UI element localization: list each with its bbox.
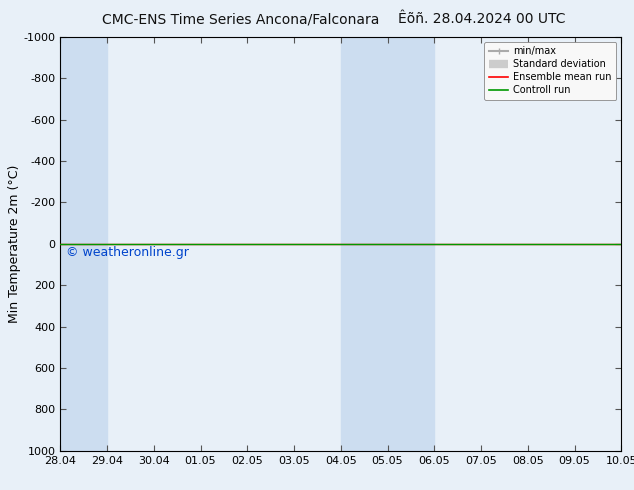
Text: © weatheronline.gr: © weatheronline.gr (66, 246, 189, 259)
Text: Êõñ. 28.04.2024 00 UTC: Êõñ. 28.04.2024 00 UTC (398, 12, 566, 26)
Bar (387, 37, 434, 451)
Bar (341, 37, 387, 451)
Y-axis label: Min Temperature 2m (°C): Min Temperature 2m (°C) (8, 165, 20, 323)
Text: CMC-ENS Time Series Ancona/Falconara: CMC-ENS Time Series Ancona/Falconara (102, 12, 380, 26)
Bar (60, 37, 107, 451)
Legend: min/max, Standard deviation, Ensemble mean run, Controll run: min/max, Standard deviation, Ensemble me… (484, 42, 616, 100)
